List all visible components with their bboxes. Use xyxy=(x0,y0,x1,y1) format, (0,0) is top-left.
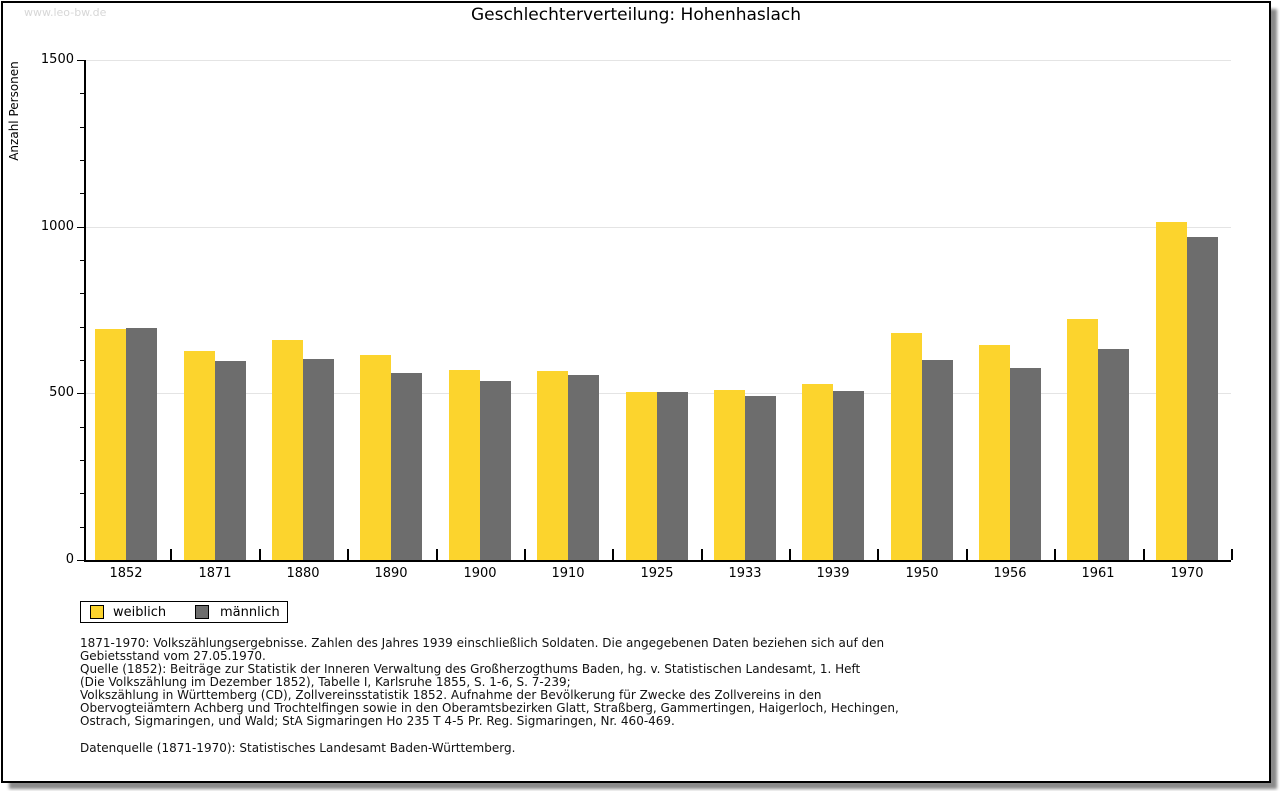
legend-swatch-weiblich xyxy=(90,605,104,619)
legend: weiblich männlich xyxy=(80,601,288,623)
footnote-line: Obervogteiämtern Achberg und Trochtelfin… xyxy=(80,701,899,715)
y-tick-label-0: 0 xyxy=(65,552,74,567)
y-minor-tick-700 xyxy=(80,327,84,328)
x-tick-8 xyxy=(789,549,791,560)
x-tick-4 xyxy=(436,549,438,560)
bar-maennlich-1871 xyxy=(215,361,246,560)
x-category-label-1939: 1939 xyxy=(816,566,850,581)
x-tick-2 xyxy=(259,549,261,560)
x-tick-10 xyxy=(966,549,968,560)
x-category-label-1900: 1900 xyxy=(463,566,497,581)
x-category-label-1950: 1950 xyxy=(905,566,939,581)
y-major-tick-0 xyxy=(77,560,84,561)
gridline-1500 xyxy=(86,60,1231,61)
y-minor-tick-1300 xyxy=(80,127,84,128)
bar-maennlich-1956 xyxy=(1010,368,1041,560)
bar-weiblich-1871 xyxy=(184,351,215,560)
x-tick-7 xyxy=(701,549,703,560)
bar-weiblich-1880 xyxy=(272,340,303,560)
bar-maennlich-1950 xyxy=(922,360,953,560)
y-minor-tick-300 xyxy=(80,460,84,461)
legend-swatch-maennlich xyxy=(195,605,209,619)
y-axis-label: Anzahl Personen xyxy=(7,61,21,161)
x-tick-6 xyxy=(612,549,614,560)
x-category-label-1910: 1910 xyxy=(551,566,585,581)
bar-weiblich-1852 xyxy=(95,329,126,560)
y-minor-tick-400 xyxy=(80,427,84,428)
bar-weiblich-1925 xyxy=(626,392,657,560)
footnote-line: Volkszählung in Württemberg (CD), Zollve… xyxy=(80,688,822,702)
bar-weiblich-1956 xyxy=(979,345,1010,560)
bar-maennlich-1890 xyxy=(391,373,422,560)
y-major-tick-1500 xyxy=(77,60,84,61)
x-category-label-1852: 1852 xyxy=(109,566,143,581)
footnote-line: Ostrach, Sigmaringen, und Wald; StA Sigm… xyxy=(80,714,675,728)
bar-maennlich-1970 xyxy=(1187,237,1218,560)
y-minor-tick-1400 xyxy=(80,93,84,94)
x-category-label-1956: 1956 xyxy=(993,566,1027,581)
x-category-label-1871: 1871 xyxy=(198,566,232,581)
x-tick-3 xyxy=(347,549,349,560)
x-category-label-1925: 1925 xyxy=(640,566,674,581)
footnote-line: Quelle (1852): Beiträge zur Statistik de… xyxy=(80,662,861,676)
bar-weiblich-1961 xyxy=(1067,319,1098,560)
x-category-label-1961: 1961 xyxy=(1081,566,1115,581)
legend-label-weiblich: weiblich xyxy=(113,605,167,620)
bar-weiblich-1890 xyxy=(360,355,391,560)
y-minor-tick-1200 xyxy=(80,160,84,161)
y-minor-tick-200 xyxy=(80,493,84,494)
data-source-note: Datenquelle (1871-1970): Statistisches L… xyxy=(80,741,516,755)
bar-maennlich-1933 xyxy=(745,396,776,560)
watermark: www.leo-bw.de xyxy=(24,6,107,19)
x-category-label-1890: 1890 xyxy=(374,566,408,581)
x-category-label-1933: 1933 xyxy=(728,566,762,581)
x-tick-12 xyxy=(1143,549,1145,560)
bar-maennlich-1961 xyxy=(1098,349,1129,560)
x-tick-5 xyxy=(524,549,526,560)
x-tick-9 xyxy=(877,549,879,560)
bar-maennlich-1852 xyxy=(126,328,157,560)
bar-maennlich-1910 xyxy=(568,375,599,560)
y-tick-label-500: 500 xyxy=(49,385,74,400)
x-axis-line xyxy=(84,560,1231,562)
bar-weiblich-1933 xyxy=(714,390,745,560)
bar-maennlich-1900 xyxy=(480,381,511,560)
footnote-line: 1871-1970: Volkszählungsergebnisse. Zahl… xyxy=(80,636,885,650)
bar-maennlich-1939 xyxy=(833,391,864,560)
y-tick-label-1500: 1500 xyxy=(40,52,74,67)
y-major-tick-1000 xyxy=(77,227,84,228)
y-minor-tick-600 xyxy=(80,360,84,361)
y-minor-tick-100 xyxy=(80,527,84,528)
y-minor-tick-1100 xyxy=(80,193,84,194)
footnote-line: Gebietsstand vom 27.05.1970. xyxy=(80,649,266,663)
gridline-1000 xyxy=(86,227,1231,228)
y-axis-line xyxy=(84,60,86,562)
bar-weiblich-1910 xyxy=(537,371,568,560)
bar-maennlich-1880 xyxy=(303,359,334,560)
y-tick-label-1000: 1000 xyxy=(40,219,74,234)
bar-weiblich-1939 xyxy=(802,384,833,560)
y-minor-tick-800 xyxy=(80,293,84,294)
x-category-label-1970: 1970 xyxy=(1170,566,1204,581)
y-major-tick-500 xyxy=(77,393,84,394)
bar-weiblich-1950 xyxy=(891,333,922,560)
x-tick-11 xyxy=(1054,549,1056,560)
y-minor-tick-900 xyxy=(80,260,84,261)
chart-title: Geschlechterverteilung: Hohenhaslach xyxy=(470,5,802,25)
bar-weiblich-1970 xyxy=(1156,222,1187,560)
bar-maennlich-1925 xyxy=(657,392,688,560)
x-tick-1 xyxy=(170,549,172,560)
x-category-label-1880: 1880 xyxy=(286,566,320,581)
legend-label-maennlich: männlich xyxy=(220,605,280,620)
bar-weiblich-1900 xyxy=(449,370,480,560)
footnotes: 1871-1970: Volkszählungsergebnisse. Zahl… xyxy=(80,637,899,728)
footnote-line: (Die Volkszählung im Dezember 1852), Tab… xyxy=(80,675,571,689)
x-tick-13 xyxy=(1231,549,1233,560)
